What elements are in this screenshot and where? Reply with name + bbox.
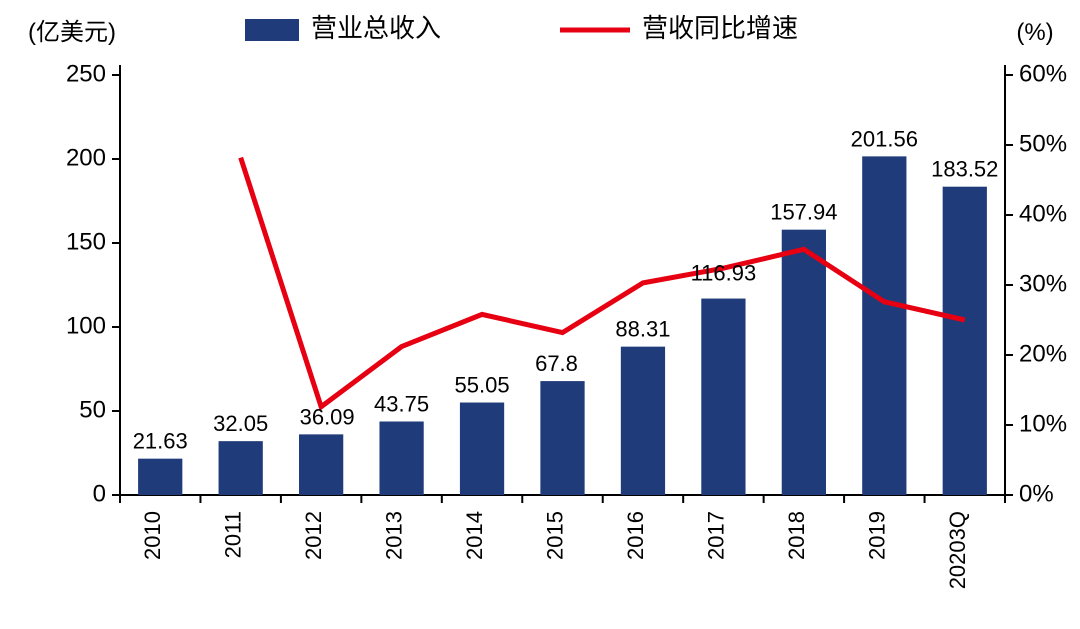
x-category-label: 20203Q <box>945 511 970 589</box>
y-right-tick-label: 0% <box>1019 480 1054 507</box>
y-left-tick-label: 200 <box>66 144 106 171</box>
bar <box>138 459 182 495</box>
bar <box>621 347 665 495</box>
x-category-label: 2018 <box>784 511 809 560</box>
y-left-title: (亿美元) <box>28 19 116 46</box>
bar <box>782 230 826 495</box>
y-right-tick-label: 50% <box>1019 130 1067 157</box>
y-right-tick-label: 20% <box>1019 340 1067 367</box>
bar <box>701 299 745 495</box>
x-category-label: 2015 <box>543 511 568 560</box>
legend-label: 营收同比增速 <box>642 13 798 43</box>
bar-value-label: 36.09 <box>300 404 355 429</box>
bar-value-label: 88.31 <box>615 317 670 342</box>
x-category-label: 2014 <box>462 511 487 560</box>
x-category-label: 2010 <box>140 511 165 560</box>
bar-value-label: 67.8 <box>535 351 578 376</box>
x-category-label: 2016 <box>623 511 648 560</box>
bar <box>540 381 584 495</box>
x-category-label: 2011 <box>221 511 246 558</box>
x-category-label: 2013 <box>382 511 407 560</box>
y-right-tick-label: 40% <box>1019 200 1067 227</box>
bar <box>219 441 263 495</box>
y-left-tick-label: 100 <box>66 312 106 339</box>
y-left-tick-label: 250 <box>66 60 106 87</box>
chart-svg: 营业总收入 营收同比增速 0 50 100 150 200 250 (亿美元) 0% 10% 20% 3… <box>0 0 1080 629</box>
y-left-tick-label: 150 <box>66 228 106 255</box>
y-right-tick-label: 60% <box>1019 60 1067 87</box>
bar-value-label: 43.75 <box>374 392 429 417</box>
y-left-tick-label: 0 <box>93 480 106 507</box>
legend-swatch-line <box>560 28 630 33</box>
y-right-title: (%) <box>1016 19 1053 46</box>
dual-axis-bar-line-chart: 营业总收入 营收同比增速 0 50 100 150 200 250 (亿美元) 0% 10% 20% 3… <box>0 0 1080 629</box>
bar-value-label: 157.94 <box>770 200 837 225</box>
bar <box>379 422 423 496</box>
bar-value-label: 32.05 <box>213 411 268 436</box>
bar <box>862 156 906 495</box>
bar <box>460 403 504 495</box>
y-right-tick-label: 10% <box>1019 410 1067 437</box>
legend-label: 营业总收入 <box>311 13 441 43</box>
x-category-label: 2017 <box>703 511 728 560</box>
bar <box>299 434 343 495</box>
x-category-label: 2019 <box>864 511 889 560</box>
legend-swatch-bar <box>245 19 299 41</box>
bar-value-label: 183.52 <box>931 157 998 182</box>
y-right-tick-label: 30% <box>1019 270 1067 297</box>
y-left-tick-label: 50 <box>79 396 106 423</box>
bar-value-label: 55.05 <box>455 373 510 398</box>
bar <box>943 187 987 495</box>
bar-value-label: 116.93 <box>691 261 757 286</box>
x-category-label: 2012 <box>301 511 326 560</box>
bar-value-label: 21.63 <box>133 429 188 454</box>
bar-value-label: 201.56 <box>851 126 918 151</box>
